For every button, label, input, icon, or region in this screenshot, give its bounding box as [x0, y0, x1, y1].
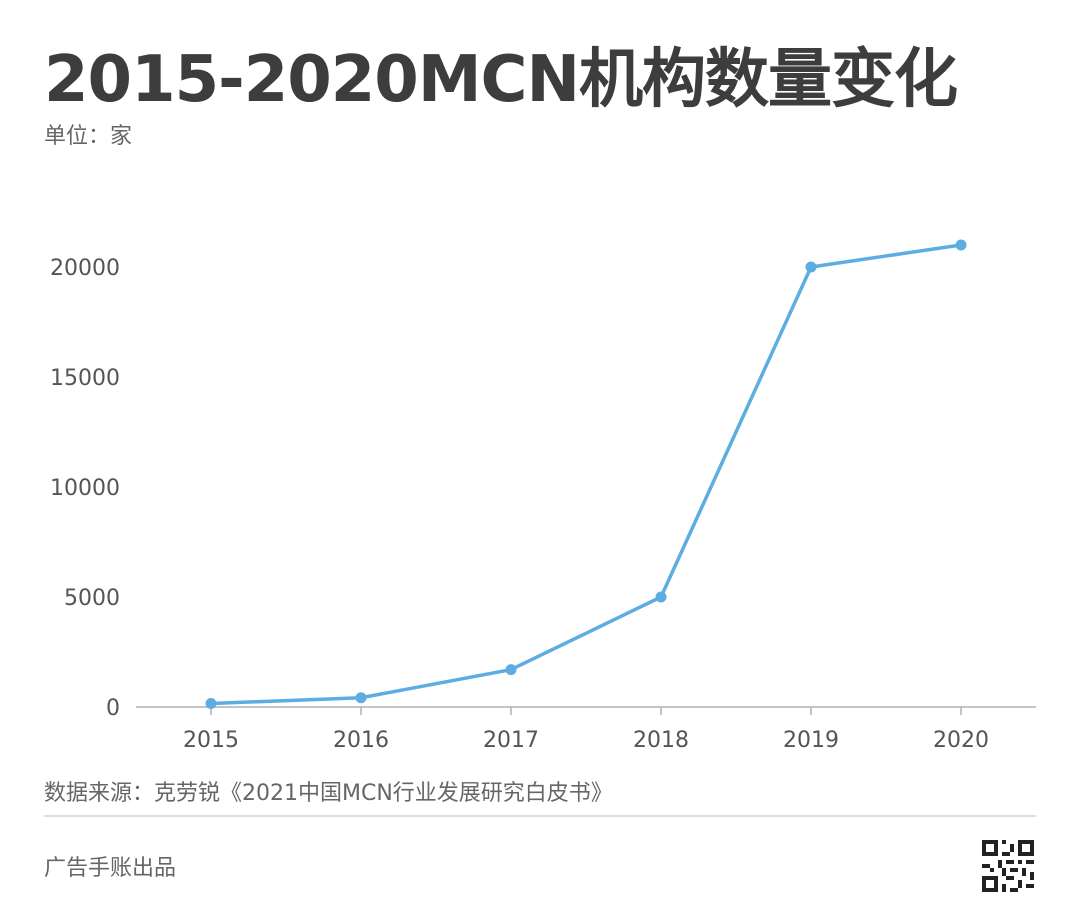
data-point: [955, 239, 967, 251]
series-group: [205, 239, 967, 709]
data-point: [655, 591, 667, 603]
x-axis-tick-marks: [210, 707, 962, 715]
data-source: 数据来源：克劳锐《2021中国MCN行业发展研究白皮书》: [44, 781, 613, 806]
data-point: [805, 261, 817, 273]
x-tick-label: 2020: [933, 728, 989, 753]
y-axis-ticks: 0 5000 10000 15000 20000: [50, 256, 120, 721]
data-point: [205, 697, 217, 709]
x-tick-label: 2016: [333, 728, 389, 753]
x-tick-label: 2018: [633, 728, 689, 753]
y-tick-label: 15000: [50, 366, 120, 391]
brand-credit: 广告手账出品: [44, 856, 177, 881]
x-tick-label: 2017: [483, 728, 539, 753]
y-tick-label: 5000: [64, 586, 120, 611]
unit-label: 单位：家: [44, 124, 133, 149]
y-tick-label: 10000: [50, 476, 120, 501]
x-axis-ticks: 2015 2016 2017 2018 2019 2020: [183, 728, 989, 753]
qr-code-icon: [982, 840, 1034, 892]
y-tick-label: 0: [106, 696, 120, 721]
data-point: [505, 664, 517, 676]
series-line: [210, 243, 962, 706]
data-point: [355, 692, 367, 704]
footer-divider: [44, 815, 1036, 817]
chart-title: 2015-2020MCN机构数量变化: [44, 43, 958, 117]
x-tick-label: 2019: [783, 728, 839, 753]
y-tick-label: 20000: [50, 256, 120, 281]
x-tick-label: 2015: [183, 728, 239, 753]
